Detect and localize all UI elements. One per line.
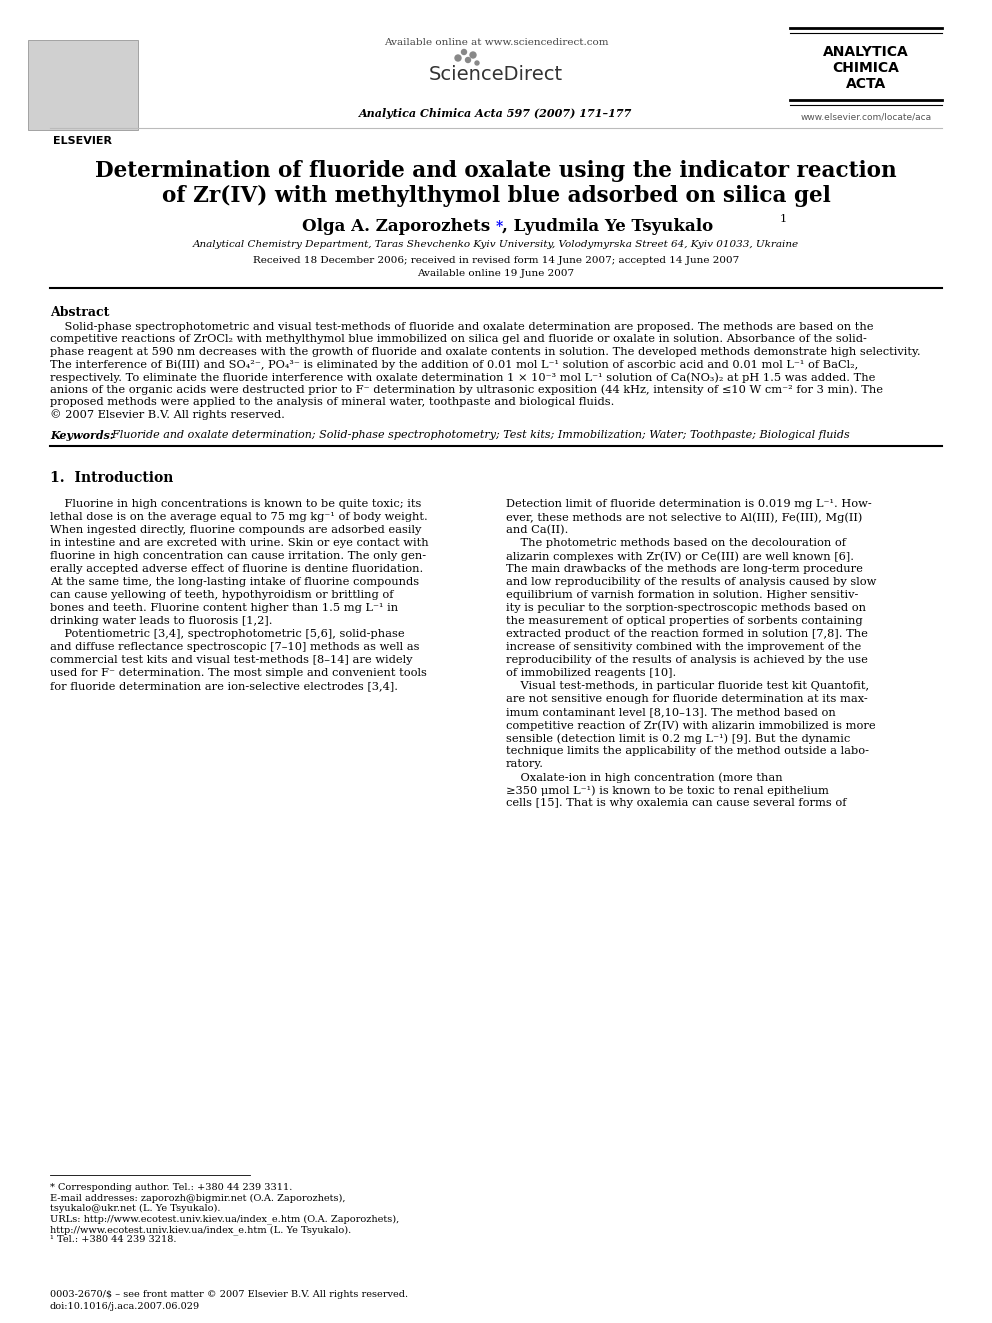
Text: reproducibility of the results of analysis is achieved by the use: reproducibility of the results of analys…	[506, 655, 868, 665]
Text: in intestine and are excreted with urine. Skin or eye contact with: in intestine and are excreted with urine…	[50, 538, 429, 548]
Text: commercial test kits and visual test-methods [8–14] are widely: commercial test kits and visual test-met…	[50, 655, 413, 665]
Text: The interference of Bi(III) and SO₄²⁻, PO₄³⁻ is eliminated by the addition of 0.: The interference of Bi(III) and SO₄²⁻, P…	[50, 360, 858, 370]
Text: and low reproducibility of the results of analysis caused by slow: and low reproducibility of the results o…	[506, 577, 876, 587]
Text: tsyukalo@ukr.net (L. Ye Tsyukalo).: tsyukalo@ukr.net (L. Ye Tsyukalo).	[50, 1204, 220, 1213]
Text: are not sensitive enough for fluoride determination at its max-: are not sensitive enough for fluoride de…	[506, 695, 868, 704]
Text: Received 18 December 2006; received in revised form 14 June 2007; accepted 14 Ju: Received 18 December 2006; received in r…	[253, 255, 739, 265]
Text: doi:10.1016/j.aca.2007.06.029: doi:10.1016/j.aca.2007.06.029	[50, 1302, 200, 1311]
Text: respectively. To eliminate the fluoride interference with oxalate determination : respectively. To eliminate the fluoride …	[50, 372, 875, 382]
Text: URLs: http://www.ecotest.univ.kiev.ua/index_e.htm (O.A. Zaporozhets),: URLs: http://www.ecotest.univ.kiev.ua/in…	[50, 1215, 399, 1224]
Text: proposed methods were applied to the analysis of mineral water, toothpaste and b: proposed methods were applied to the ana…	[50, 397, 614, 407]
Text: © 2007 Elsevier B.V. All rights reserved.: © 2007 Elsevier B.V. All rights reserved…	[50, 410, 285, 421]
Text: Solid-phase spectrophotometric and visual test-methods of fluoride and oxalate d: Solid-phase spectrophotometric and visua…	[50, 321, 874, 332]
Text: ScienceDirect: ScienceDirect	[429, 65, 563, 83]
Text: bones and teeth. Fluorine content higher than 1.5 mg L⁻¹ in: bones and teeth. Fluorine content higher…	[50, 603, 398, 613]
Text: Determination of fluoride and oxalate using the indicator reaction: Determination of fluoride and oxalate us…	[95, 160, 897, 183]
Text: *: *	[496, 220, 503, 234]
Text: of Zr(IV) with methylthymol blue adsorbed on silica gel: of Zr(IV) with methylthymol blue adsorbe…	[162, 185, 830, 208]
Text: 1: 1	[780, 214, 787, 224]
Text: CHIMICA: CHIMICA	[832, 61, 900, 75]
Text: drinking water leads to fluorosis [1,2].: drinking water leads to fluorosis [1,2].	[50, 617, 273, 626]
Text: 1.  Introduction: 1. Introduction	[50, 471, 174, 486]
Circle shape	[470, 52, 476, 58]
Text: lethal dose is on the average equal to 75 mg kg⁻¹ of body weight.: lethal dose is on the average equal to 7…	[50, 512, 428, 523]
Text: used for F⁻ determination. The most simple and convenient tools: used for F⁻ determination. The most simp…	[50, 668, 427, 677]
Text: Fluoride and oxalate determination; Solid-phase spectrophotometry; Test kits; Im: Fluoride and oxalate determination; Soli…	[105, 430, 850, 441]
Text: equilibrium of varnish formation in solution. Higher sensitiv-: equilibrium of varnish formation in solu…	[506, 590, 858, 601]
Text: Olga A. Zaporozhets: Olga A. Zaporozhets	[303, 218, 496, 235]
Text: Analytical Chemistry Department, Taras Shevchenko Kyiv University, Volodymyrska : Analytical Chemistry Department, Taras S…	[192, 239, 800, 249]
Text: phase reagent at 590 nm decreases with the growth of fluoride and oxalate conten: phase reagent at 590 nm decreases with t…	[50, 347, 921, 357]
Text: can cause yellowing of teeth, hypothyroidism or brittling of: can cause yellowing of teeth, hypothyroi…	[50, 590, 394, 601]
Text: for fluoride determination are ion-selective electrodes [3,4].: for fluoride determination are ion-selec…	[50, 681, 398, 691]
Text: ity is peculiar to the sorption-spectroscopic methods based on: ity is peculiar to the sorption-spectros…	[506, 603, 866, 613]
Text: Abstract: Abstract	[50, 306, 109, 319]
Text: Analytica Chimica Acta 597 (2007) 171–177: Analytica Chimica Acta 597 (2007) 171–17…	[359, 108, 633, 119]
Circle shape	[465, 57, 470, 62]
Text: http://www.ecotest.univ.kiev.ua/index_e.htm (L. Ye Tsyukalo).: http://www.ecotest.univ.kiev.ua/index_e.…	[50, 1225, 351, 1234]
Text: Available online 19 June 2007: Available online 19 June 2007	[418, 269, 574, 278]
Text: of immobilized reagents [10].: of immobilized reagents [10].	[506, 668, 677, 677]
Text: extracted product of the reaction formed in solution [7,8]. The: extracted product of the reaction formed…	[506, 628, 868, 639]
Text: Available online at www.sciencedirect.com: Available online at www.sciencedirect.co…	[384, 38, 608, 48]
Text: Potentiometric [3,4], spectrophotometric [5,6], solid-phase: Potentiometric [3,4], spectrophotometric…	[50, 628, 405, 639]
Text: cells [15]. That is why oxalemia can cause several forms of: cells [15]. That is why oxalemia can cau…	[506, 798, 846, 808]
Text: ratory.: ratory.	[506, 759, 544, 769]
Text: ¹ Tel.: +380 44 239 3218.: ¹ Tel.: +380 44 239 3218.	[50, 1236, 177, 1245]
Text: 0003-2670/$ – see front matter © 2007 Elsevier B.V. All rights reserved.: 0003-2670/$ – see front matter © 2007 El…	[50, 1290, 408, 1299]
Text: , Lyudmila Ye Tsyukalo: , Lyudmila Ye Tsyukalo	[502, 218, 719, 235]
Text: competitive reaction of Zr(IV) with alizarin immobilized is more: competitive reaction of Zr(IV) with aliz…	[506, 720, 876, 730]
Text: ≥350 μmol L⁻¹) is known to be toxic to renal epithelium: ≥350 μmol L⁻¹) is known to be toxic to r…	[506, 785, 829, 795]
Text: imum contaminant level [8,10–13]. The method based on: imum contaminant level [8,10–13]. The me…	[506, 706, 835, 717]
Text: fluorine in high concentration can cause irritation. The only gen-: fluorine in high concentration can cause…	[50, 550, 427, 561]
Text: The main drawbacks of the methods are long-term procedure: The main drawbacks of the methods are lo…	[506, 564, 863, 574]
Text: ANALYTICA: ANALYTICA	[823, 45, 909, 60]
Text: erally accepted adverse effect of fluorine is dentine fluoridation.: erally accepted adverse effect of fluori…	[50, 564, 424, 574]
Text: E-mail addresses: zaporozh@bigmir.net (O.A. Zaporozhets),: E-mail addresses: zaporozh@bigmir.net (O…	[50, 1193, 345, 1203]
Text: Detection limit of fluoride determination is 0.019 mg L⁻¹. How-: Detection limit of fluoride determinatio…	[506, 499, 872, 509]
Text: * Corresponding author. Tel.: +380 44 239 3311.: * Corresponding author. Tel.: +380 44 23…	[50, 1183, 293, 1192]
Text: and Ca(II).: and Ca(II).	[506, 525, 568, 536]
Text: ELSEVIER: ELSEVIER	[54, 136, 112, 146]
Text: www.elsevier.com/locate/aca: www.elsevier.com/locate/aca	[801, 112, 931, 120]
Circle shape	[455, 56, 461, 61]
Text: Oxalate-ion in high concentration (more than: Oxalate-ion in high concentration (more …	[506, 773, 783, 783]
Text: The photometric methods based on the decolouration of: The photometric methods based on the dec…	[506, 538, 846, 548]
Text: sensible (detection limit is 0.2 mg L⁻¹) [9]. But the dynamic: sensible (detection limit is 0.2 mg L⁻¹)…	[506, 733, 850, 744]
Text: When ingested directly, fluorine compounds are adsorbed easily: When ingested directly, fluorine compoun…	[50, 525, 422, 534]
Text: At the same time, the long-lasting intake of fluorine compounds: At the same time, the long-lasting intak…	[50, 577, 420, 587]
Text: the measurement of optical properties of sorbents containing: the measurement of optical properties of…	[506, 617, 863, 626]
Circle shape	[475, 61, 479, 65]
Text: Fluorine in high concentrations is known to be quite toxic; its: Fluorine in high concentrations is known…	[50, 499, 422, 509]
Bar	[28, 40, 138, 130]
Text: competitive reactions of ZrOCl₂ with methylthymol blue immobilized on silica gel: competitive reactions of ZrOCl₂ with met…	[50, 335, 867, 344]
Text: ever, these methods are not selective to Al(III), Fe(III), Mg(II): ever, these methods are not selective to…	[506, 512, 862, 523]
Text: alizarin complexes with Zr(IV) or Ce(III) are well known [6].: alizarin complexes with Zr(IV) or Ce(III…	[506, 550, 854, 561]
Text: technique limits the applicability of the method outside a labo-: technique limits the applicability of th…	[506, 746, 869, 755]
Text: and diffuse reflectance spectroscopic [7–10] methods as well as: and diffuse reflectance spectroscopic [7…	[50, 642, 420, 652]
Text: ACTA: ACTA	[846, 77, 886, 91]
Text: anions of the organic acids were destructed prior to F⁻ determination by ultraso: anions of the organic acids were destruc…	[50, 385, 883, 396]
Text: Keywords:: Keywords:	[50, 430, 114, 441]
Text: Visual test-methods, in particular fluoride test kit Quantofit,: Visual test-methods, in particular fluor…	[506, 681, 869, 691]
Text: increase of sensitivity combined with the improvement of the: increase of sensitivity combined with th…	[506, 642, 861, 652]
Circle shape	[461, 49, 466, 54]
